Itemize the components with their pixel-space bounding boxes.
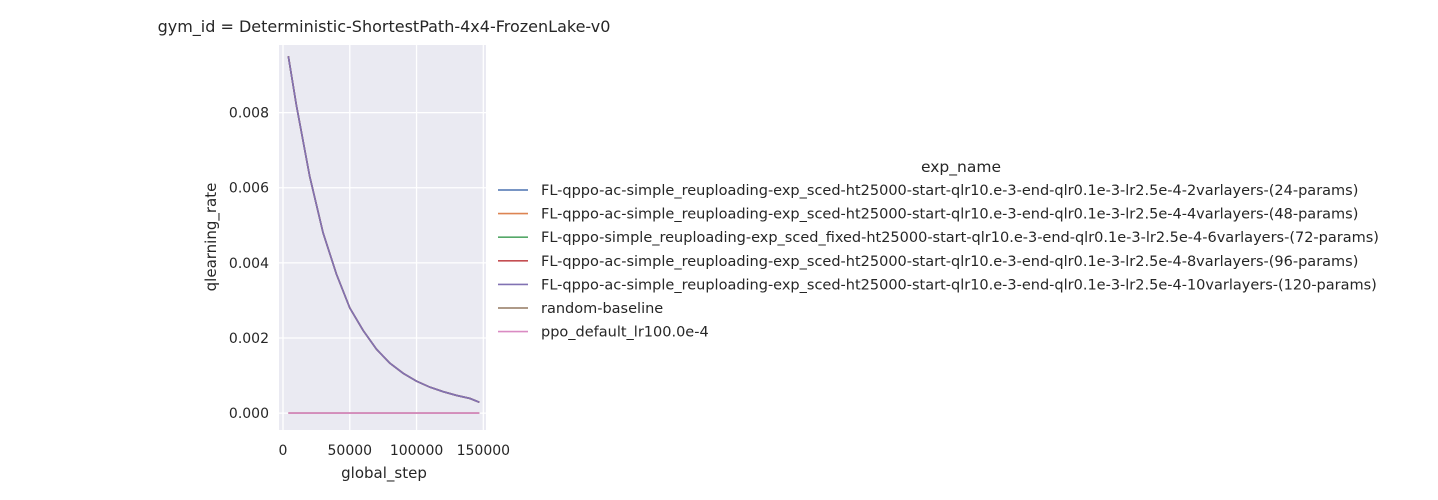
legend-label: FL-qppo-ac-simple_reuploading-exp_sced-h…: [541, 183, 1358, 199]
x-tick-label: 100000: [390, 443, 443, 459]
legend-items: FL-qppo-ac-simple_reuploading-exp_sced-h…: [498, 183, 1379, 341]
legend: exp_name FL-qppo-ac-simple_reuploading-e…: [498, 158, 1379, 341]
legend-title: exp_name: [921, 158, 1001, 177]
x-tick-label: 0: [279, 443, 288, 459]
x-tick-label: 50000: [328, 443, 373, 459]
series-line: [287, 56, 480, 403]
y-tick-label: 0.008: [229, 106, 269, 122]
legend-label: random-baseline: [541, 301, 663, 317]
legend-label: FL-qppo-ac-simple_reuploading-exp_sced-h…: [541, 254, 1358, 270]
legend-label: FL-qppo-ac-simple_reuploading-exp_sced-h…: [541, 207, 1358, 223]
legend-label: FL-qppo-ac-simple_reuploading-exp_sced-h…: [541, 277, 1377, 293]
x-axis: 0 50000 100000 150000: [279, 443, 511, 459]
y-tick-label: 0.004: [229, 256, 269, 272]
chart-title: gym_id = Deterministic-ShortestPath-4x4-…: [158, 17, 611, 37]
y-tick-label: 0.002: [229, 331, 269, 347]
legend-label: FL-qppo-simple_reuploading-exp_sced_fixe…: [541, 230, 1379, 246]
y-axis-label: qlearning_rate: [202, 183, 221, 292]
y-axis: 0.000 0.002 0.004 0.006 0.008: [229, 106, 269, 422]
x-axis-label: global_step: [341, 464, 427, 483]
y-tick-label: 0.000: [229, 406, 269, 422]
plot-area: [279, 45, 486, 430]
legend-label: ppo_default_lr100.0e-4: [541, 325, 709, 341]
x-tick-label: 150000: [457, 443, 510, 459]
series-lines: [287, 56, 480, 414]
y-tick-label: 0.006: [229, 181, 269, 197]
